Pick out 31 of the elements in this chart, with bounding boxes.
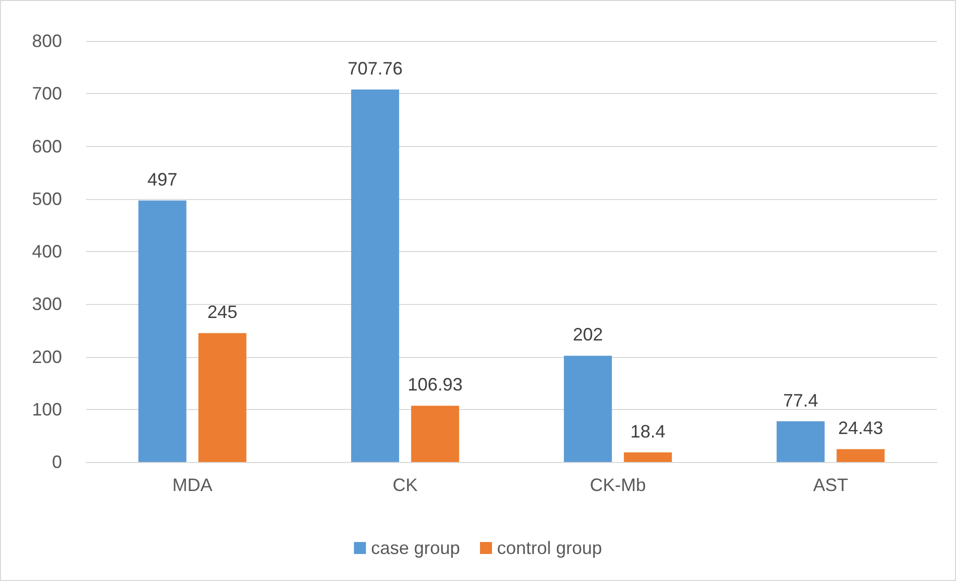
y-tick-label: 300: [32, 294, 62, 314]
data-label: 245: [207, 302, 238, 322]
data-label: 18.4: [630, 421, 666, 442]
legend-label: control group: [497, 538, 602, 558]
y-tick-label: 500: [32, 188, 62, 209]
bar: [198, 333, 246, 462]
x-tick-label: CK: [392, 475, 418, 495]
bar: [836, 449, 885, 462]
y-tick-label: 100: [32, 399, 62, 420]
data-label: 497: [147, 169, 178, 190]
y-tick-label: 800: [32, 31, 62, 51]
bar: [411, 406, 460, 462]
data-label: 24.43: [838, 418, 884, 438]
bar: [624, 452, 672, 462]
y-tick-label: 600: [32, 136, 62, 156]
y-tick-label: 200: [32, 346, 62, 367]
bar: [351, 90, 400, 462]
y-tick-label: 0: [52, 452, 62, 472]
bar: [138, 200, 186, 462]
x-tick-label: MDA: [172, 475, 212, 495]
y-tick-label: 400: [32, 242, 62, 262]
bar: [564, 356, 612, 462]
y-tick-label: 700: [32, 84, 62, 104]
data-label: 106.93: [408, 374, 463, 395]
data-label: 707.76: [348, 58, 403, 79]
legend-label: case group: [370, 538, 460, 558]
data-label: 77.4: [783, 390, 818, 410]
bar: [776, 421, 825, 462]
x-tick-label: AST: [813, 475, 848, 495]
x-tick-label: CK-Mb: [590, 475, 646, 495]
data-label: 202: [572, 324, 603, 345]
